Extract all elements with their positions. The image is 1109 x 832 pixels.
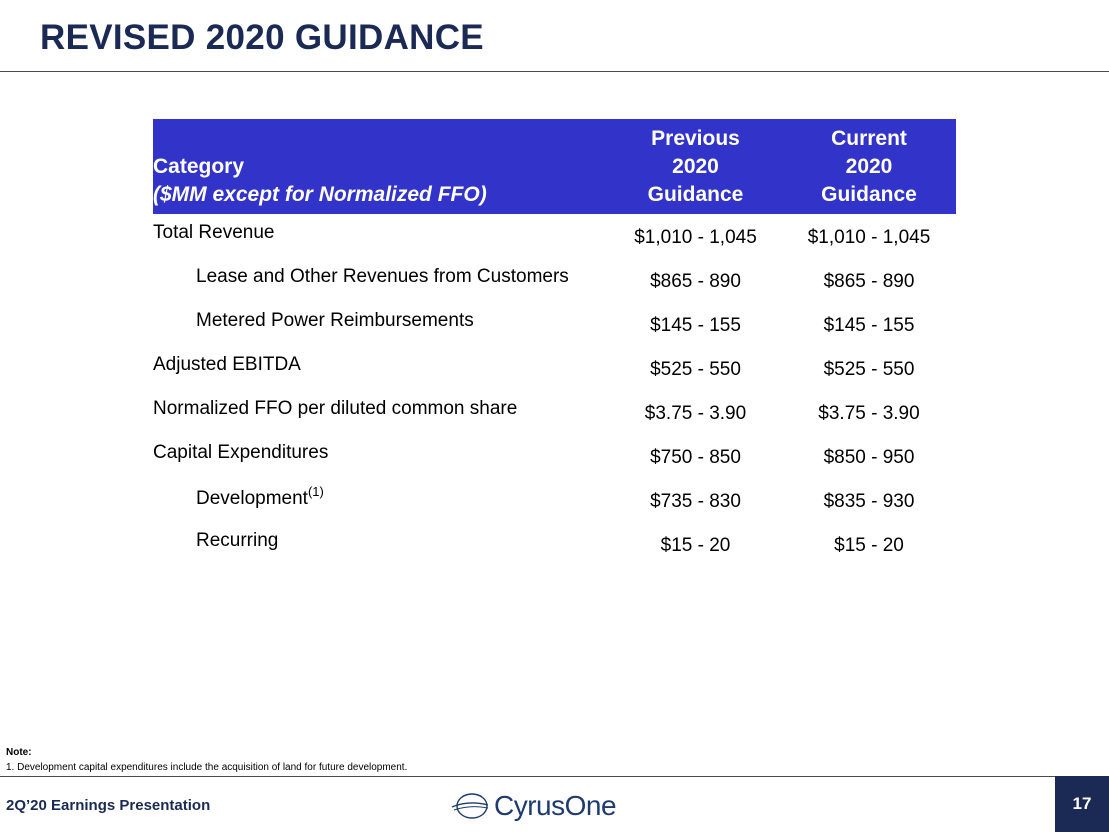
footnotes: Note: 1. Development capital expenditure…: [6, 745, 407, 775]
row-previous-value: $525 - 550: [650, 359, 741, 380]
header-current-line: Current: [831, 127, 907, 150]
row-category: Recurring: [153, 522, 609, 566]
row-label: Capital Expenditures: [153, 442, 329, 463]
row-category: Capital Expenditures: [153, 434, 609, 478]
row-current-value: $850 - 950: [823, 447, 915, 468]
slide-title: REVISED 2020 GUIDANCE: [40, 18, 484, 57]
row-previous-value: $3.75 - 3.90: [644, 403, 747, 424]
header-previous-line: Guidance: [647, 183, 744, 206]
header-category-label: Category: [153, 155, 245, 178]
row-previous-value: $15 - 20: [660, 535, 731, 556]
table-row: Adjusted EBITDA $525 - 550 $525 - 550: [153, 346, 956, 390]
logo-globe-icon: [451, 793, 489, 819]
row-current-value: $145 - 155: [823, 315, 915, 336]
row-current-value: $525 - 550: [823, 359, 915, 380]
table-row: Lease and Other Revenues from Customers $…: [153, 258, 956, 302]
header-previous-line: Previous: [651, 127, 740, 150]
header-previous-line: 2020: [672, 155, 719, 178]
header-current: Current 2020 Guidance: [782, 119, 956, 214]
table-header-row: Category ($MM except for Normalized FFO)…: [153, 119, 956, 214]
footer-divider: [0, 776, 1055, 777]
row-category: Development(1): [153, 478, 609, 522]
row-current-value: $865 - 890: [823, 271, 915, 292]
row-label: Adjusted EBITDA: [153, 354, 301, 375]
table-row: Development(1) $735 - 830 $835 - 930: [153, 478, 956, 522]
row-current-value: $1,010 - 1,045: [807, 227, 931, 248]
header-current-line: Guidance: [821, 183, 917, 206]
row-previous-value: $865 - 890: [650, 271, 741, 292]
row-label: Development: [196, 487, 308, 509]
row-current-value: $15 - 20: [834, 535, 904, 556]
header-current-line: 2020: [845, 155, 893, 178]
row-category: Total Revenue: [153, 214, 609, 258]
page-number: 17: [1055, 776, 1109, 832]
row-current-value: $3.75 - 3.90: [818, 403, 920, 424]
row-label: Total Revenue: [153, 222, 275, 243]
row-current-value: $835 - 930: [823, 491, 915, 512]
footnote-marker: (1): [307, 484, 324, 500]
company-logo: CyrusOne: [450, 786, 617, 826]
row-previous-value: $1,010 - 1,045: [634, 227, 757, 248]
footnote-item: 1. Development capital expenditures incl…: [6, 762, 408, 773]
row-label: Lease and Other Revenues from Customers: [196, 266, 569, 287]
table-row: Total Revenue $1,010 - 1,045 $1,010 - 1,04…: [153, 214, 956, 258]
table-row: Capital Expenditures $750 - 850 $850 - 950: [153, 434, 956, 478]
logo-wordmark: CyrusOne: [494, 790, 617, 821]
table-row: Normalized FFO per diluted common share $…: [153, 390, 956, 434]
row-category: Normalized FFO per diluted common share: [153, 390, 609, 434]
title-divider: [0, 71, 1109, 72]
row-label: Recurring: [196, 530, 279, 551]
row-previous-value: $145 - 155: [650, 315, 741, 336]
header-category-sub: ($MM except for Normalized FFO): [153, 183, 487, 206]
table-row: Recurring $15 - 20 $15 - 20: [153, 522, 956, 566]
row-category: Metered Power Reimbursements: [153, 302, 609, 346]
table-row: Metered Power Reimbursements $145 - 155 $1…: [153, 302, 956, 346]
guidance-table: Category ($MM except for Normalized FFO)…: [153, 119, 956, 566]
row-previous-value: $735 - 830: [650, 491, 741, 512]
header-category: Category ($MM except for Normalized FFO): [153, 119, 609, 214]
presentation-name: 2Q’20 Earnings Presentation: [6, 797, 211, 814]
row-category: Adjusted EBITDA: [153, 346, 609, 390]
row-label: Normalized FFO per diluted common share: [153, 398, 518, 419]
row-previous-value: $750 - 850: [650, 447, 741, 468]
row-label: Metered Power Reimbursements: [196, 310, 474, 331]
footnote-heading: Note:: [6, 747, 32, 758]
header-previous: Previous 2020 Guidance: [609, 119, 782, 214]
row-category: Lease and Other Revenues from Customers: [153, 258, 609, 302]
